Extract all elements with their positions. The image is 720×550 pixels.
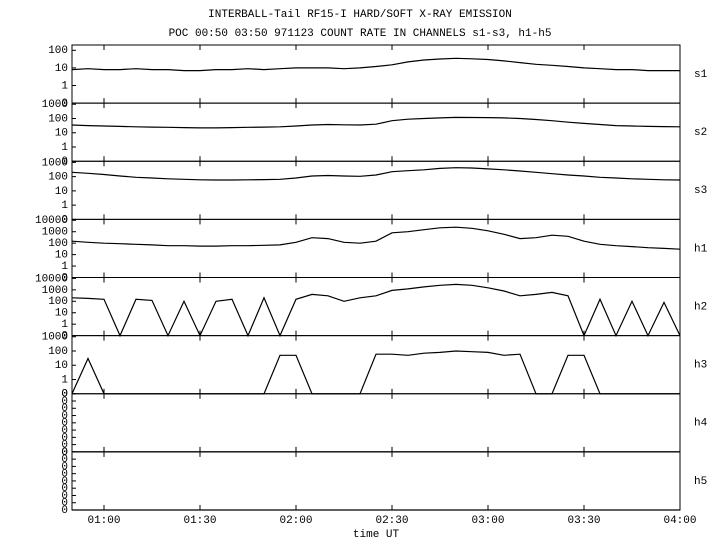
panel-frame xyxy=(71,393,681,453)
y-tick-label: 10000 xyxy=(35,273,68,285)
y-tick-label: 100 xyxy=(48,45,68,57)
y-tick-label: 0 xyxy=(61,454,68,466)
chart-subtitle: POC 00:50 03:50 971123 COUNT RATE IN CHA… xyxy=(169,28,552,40)
panel-frame xyxy=(71,160,681,220)
y-tick-label: 0 xyxy=(61,476,68,488)
y-tick-label: 0 xyxy=(61,461,68,473)
y-tick-label: 10 xyxy=(55,250,68,262)
y-tick-label: 0 xyxy=(61,425,68,437)
y-tick-label: 0 xyxy=(61,440,68,452)
y-tick-label: 0 xyxy=(61,389,68,401)
channel-label: h5 xyxy=(694,476,707,488)
x-tick-label: 01:30 xyxy=(183,515,216,527)
data-line xyxy=(71,226,681,250)
y-tick-label: 100 xyxy=(48,296,68,308)
y-tick-label: 1 xyxy=(61,374,68,386)
x-tick-label: 02:30 xyxy=(375,515,408,527)
channel-label: h3 xyxy=(694,360,707,372)
y-tick-label: 1 xyxy=(61,200,68,212)
y-tick-label: 1 xyxy=(61,261,68,273)
data-line xyxy=(71,350,680,395)
y-tick-label: 0 xyxy=(61,410,68,422)
y-tick-label: 1 xyxy=(61,142,68,154)
y-tick-label: 0 xyxy=(61,418,68,430)
panel-frame xyxy=(71,335,681,395)
panel-frame xyxy=(71,102,681,162)
y-tick-label: 0 xyxy=(61,214,68,226)
x-axis-label: time UT xyxy=(353,529,400,541)
y-tick-label: 0 xyxy=(61,389,68,401)
y-tick-label: 1 xyxy=(61,319,68,331)
data-line xyxy=(71,283,681,338)
x-tick-label: 02:00 xyxy=(279,515,312,527)
channel-label: h2 xyxy=(694,301,707,313)
channel-label: s2 xyxy=(694,127,707,139)
chart-title: INTERBALL-Tail RF15-I HARD/SOFT X-RAY EM… xyxy=(208,9,512,21)
y-tick-label: 1000 xyxy=(42,332,68,344)
y-tick-label: 0 xyxy=(61,490,68,502)
y-tick-label: 1000 xyxy=(42,227,68,239)
panel-frame xyxy=(71,277,681,337)
y-tick-label: 0 xyxy=(61,403,68,415)
y-tick-label: 0 xyxy=(61,331,68,343)
y-tick-label: 10 xyxy=(55,360,68,372)
y-tick-label: 0 xyxy=(61,447,68,459)
y-tick-label: 1 xyxy=(61,80,68,92)
x-tick-label: 04:00 xyxy=(663,515,696,527)
y-tick-label: 10000 xyxy=(35,215,68,227)
y-tick-label: 0 xyxy=(61,156,68,168)
y-tick-label: 0 xyxy=(61,447,68,459)
y-tick-label: 0 xyxy=(61,432,68,444)
y-tick-label: 100 xyxy=(48,238,68,250)
y-tick-label: 0 xyxy=(61,469,68,481)
panel-frame xyxy=(71,451,681,511)
x-tick-label: 03:30 xyxy=(567,515,600,527)
panel-frame xyxy=(71,44,681,104)
y-tick-label: 1000 xyxy=(42,157,68,169)
channel-label: h4 xyxy=(694,418,708,430)
y-tick-label: 0 xyxy=(61,498,68,510)
y-tick-label: 10 xyxy=(55,186,68,198)
y-tick-label: 0 xyxy=(61,396,68,408)
y-tick-label: 0 xyxy=(61,272,68,284)
channel-label: h1 xyxy=(694,243,708,255)
y-tick-label: 10 xyxy=(55,308,68,320)
data-line xyxy=(71,167,681,181)
y-tick-label: 1000 xyxy=(42,99,68,111)
y-tick-label: 0 xyxy=(61,483,68,495)
x-tick-label: 01:00 xyxy=(87,515,120,527)
data-line xyxy=(71,116,681,129)
y-tick-label: 100 xyxy=(48,172,68,184)
data-line xyxy=(71,57,680,72)
y-tick-label: 10 xyxy=(55,128,68,140)
y-tick-label: 0 xyxy=(61,505,68,517)
channel-label: s3 xyxy=(694,185,707,197)
x-tick-label: 03:00 xyxy=(471,515,504,527)
y-tick-label: 10 xyxy=(55,63,68,75)
y-tick-label: 100 xyxy=(48,113,68,125)
y-tick-label: 100 xyxy=(48,346,68,358)
y-tick-label: 1000 xyxy=(42,285,68,297)
channel-label: s1 xyxy=(694,69,708,81)
y-tick-label: 0 xyxy=(61,98,68,110)
panel-frame xyxy=(71,218,681,278)
